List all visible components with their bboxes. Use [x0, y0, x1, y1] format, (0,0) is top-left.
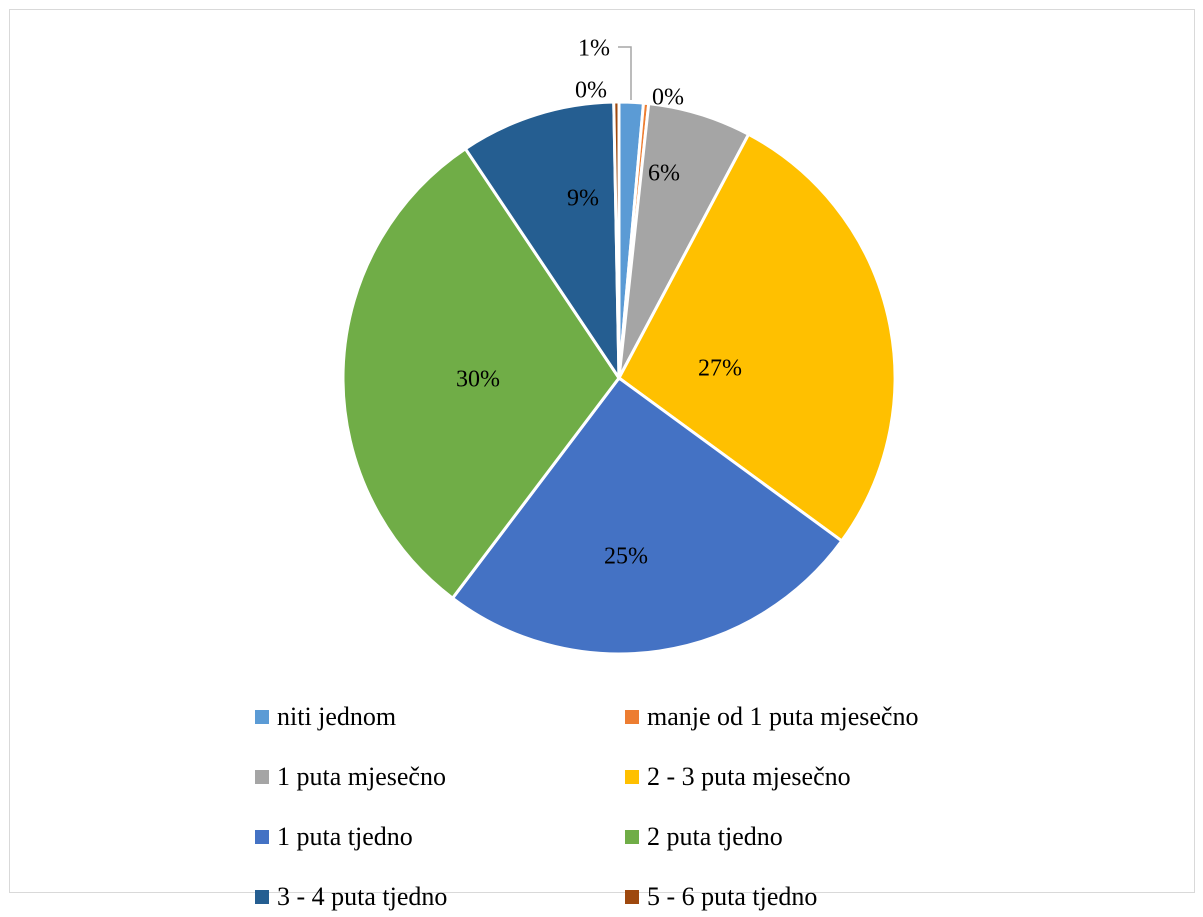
legend-swatch: [625, 770, 639, 784]
legend-item-niti-jednom: niti jednom: [255, 697, 625, 737]
legend-label: 1 puta tjedno: [277, 822, 413, 851]
pie-chart: 1% 0% 6% 27% 25% 30% 9% 0%: [341, 36, 897, 656]
legend-swatch: [625, 830, 639, 844]
data-label-1-puta-mjese-no: 6%: [648, 161, 680, 187]
pie-slice-2-3-puta-mjese-no: [617, 132, 897, 543]
legend-item-1-puta-mjese-no: 1 puta mjesečno: [255, 757, 625, 797]
legend-swatch: [255, 830, 269, 844]
data-label-3-4-puta-tjedno: 9%: [567, 186, 599, 212]
chart-legend: niti jednom manje od 1 puta mjesečno 1 put…: [255, 697, 1015, 917]
legend-swatch: [625, 890, 639, 904]
legend-item-5-6-puta-tjedno: 5 - 6 puta tjedno: [625, 877, 1015, 917]
pie-slice-5-6-puta-tjedno: [612, 100, 621, 380]
legend-swatch: [625, 710, 639, 724]
legend-item-2-3-puta-mjese-no: 2 - 3 puta mjesečno: [625, 757, 1015, 797]
legend-label: 3 - 4 puta tjedno: [277, 882, 448, 911]
data-label-2-puta-tjedno: 30%: [456, 367, 500, 393]
legend-label: 5 - 6 puta tjedno: [647, 882, 818, 911]
legend-item-3-4-puta-tjedno: 3 - 4 puta tjedno: [255, 877, 625, 917]
legend-swatch: [255, 890, 269, 904]
leader-line-niti-jednom: [618, 46, 632, 100]
data-label-1-puta-tjedno: 25%: [604, 544, 648, 570]
legend-swatch: [255, 710, 269, 724]
legend-label: manje od 1 puta mjesečno: [647, 702, 919, 731]
pie-slice-1-puta-tjedno: [451, 376, 844, 656]
legend-swatch: [255, 770, 269, 784]
data-label-manje-od-1-puta-mjese-no: 0%: [652, 85, 684, 111]
legend-item-1-puta-tjedno: 1 puta tjedno: [255, 817, 625, 857]
legend-label: 2 puta tjedno: [647, 822, 783, 851]
legend-label: 2 - 3 puta mjesečno: [647, 762, 851, 791]
legend-item-2-puta-tjedno: 2 puta tjedno: [625, 817, 1015, 857]
pie-slice-2-puta-tjedno: [341, 147, 621, 600]
legend-label: 1 puta mjesečno: [277, 762, 446, 791]
legend-label: niti jednom: [277, 702, 397, 731]
data-label-niti-jednom: 1%: [578, 36, 610, 62]
data-label-2-3-puta-mjese-no: 27%: [698, 356, 742, 382]
data-label-5-6-puta-tjedno: 0%: [575, 78, 607, 104]
legend-item-manje-od-1-puta-mjese-no: manje od 1 puta mjesečno: [625, 697, 1015, 737]
pie-slice-3-4-puta-tjedno: [463, 100, 621, 380]
